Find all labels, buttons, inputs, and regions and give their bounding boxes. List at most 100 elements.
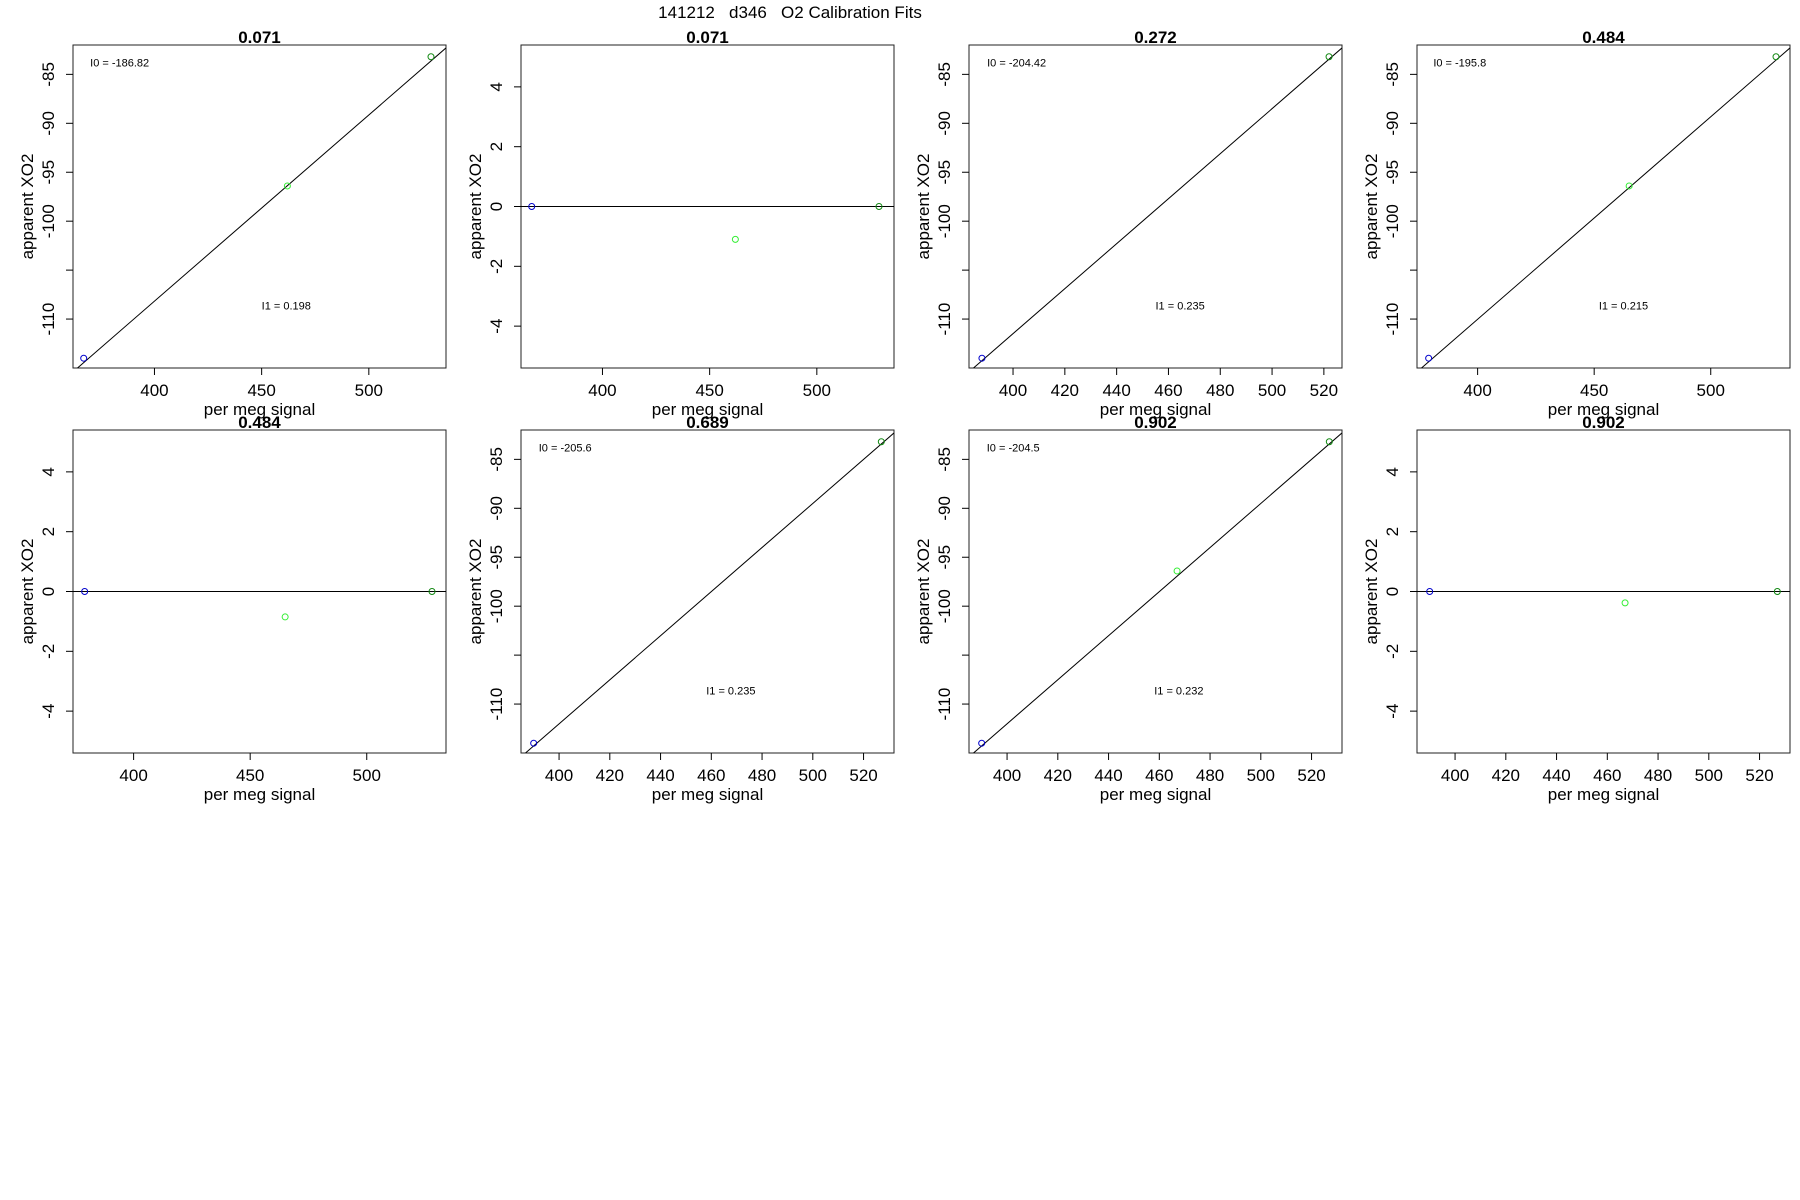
- fit-annotation: I1 = 0.198: [262, 300, 311, 312]
- y-tick-label: -110: [935, 303, 954, 336]
- chart-panel-5: 0.484 400 450 500 per meg signal 4 2 0 -2 -4 appar…: [18, 413, 447, 804]
- y-tick-label: -90: [935, 496, 954, 521]
- x-axis-label: per meg signal: [204, 400, 316, 419]
- y-tick-label: 0: [487, 202, 506, 211]
- fit-annotation: I1 = 0.215: [1599, 300, 1648, 312]
- panel-title: 0.484: [1582, 28, 1625, 47]
- y-axis-label: apparent XO2: [18, 539, 37, 645]
- fit-annotation: I0 = -186.82: [90, 58, 149, 70]
- panel-title: 0.689: [686, 413, 729, 432]
- x-axis-label: per meg signal: [652, 400, 764, 419]
- x-tick-label: 520: [1745, 766, 1773, 785]
- x-tick-label: 440: [1094, 766, 1122, 785]
- y-tick-label: -110: [1383, 303, 1402, 336]
- x-axis-label: per meg signal: [1100, 785, 1212, 804]
- x-axis-label: per meg signal: [204, 785, 316, 804]
- x-tick-label: 480: [1644, 766, 1672, 785]
- x-tick-label: 460: [1593, 766, 1621, 785]
- x-tick-label: 460: [1154, 381, 1182, 400]
- panel-title: 0.272: [1134, 28, 1177, 47]
- fit-annotation: I0 = -195.8: [1433, 58, 1486, 70]
- x-axis-label: per meg signal: [1100, 400, 1212, 419]
- y-tick-label: -100: [935, 204, 954, 238]
- data-point: [1173, 567, 1181, 575]
- y-tick-label: -110: [935, 688, 954, 721]
- y-tick-label: -95: [935, 545, 954, 570]
- x-tick-label: 420: [1492, 766, 1520, 785]
- y-tick-label: -100: [487, 589, 506, 623]
- x-axis-label: per meg signal: [1548, 785, 1660, 804]
- x-tick-label: 460: [1145, 766, 1173, 785]
- x-tick-label: 500: [799, 766, 827, 785]
- fit-line: [524, 432, 894, 753]
- chart-panel-6: 0.689 400 420 440 460 480 500 520 per meg signal…: [466, 413, 895, 804]
- fit-line: [972, 432, 1342, 753]
- panel-title: 0.484: [238, 413, 281, 432]
- y-tick-label: -2: [487, 259, 506, 274]
- fit-annotation: I0 = -204.5: [987, 443, 1040, 455]
- x-tick-label: 420: [1051, 381, 1079, 400]
- x-tick-label: 400: [1441, 766, 1469, 785]
- y-axis-label: apparent XO2: [1362, 539, 1381, 645]
- data-point: [1621, 599, 1629, 607]
- y-tick-label: -110: [487, 688, 506, 721]
- x-tick-label: 420: [1044, 766, 1072, 785]
- data-point: [1772, 53, 1780, 61]
- y-tick-label: -4: [487, 319, 506, 334]
- y-tick-label: -100: [1383, 204, 1402, 238]
- data-point: [978, 354, 986, 362]
- x-tick-label: 450: [695, 381, 723, 400]
- x-tick-label: 480: [1206, 381, 1234, 400]
- chart-panel-2: 0.071 400 450 500 per meg signal 4 2 0 -2 -4 appar…: [466, 28, 895, 419]
- y-tick-label: -95: [487, 545, 506, 570]
- chart-panel-7: 0.902 400 420 440 460 480 500 520 per meg signal…: [914, 413, 1343, 804]
- x-tick-label: 400: [545, 766, 573, 785]
- data-point: [528, 203, 536, 210]
- data-point: [427, 53, 435, 61]
- y-tick-label: -95: [935, 160, 954, 185]
- x-tick-label: 450: [236, 766, 264, 785]
- y-tick-label: -110: [39, 303, 58, 336]
- x-tick-label: 400: [999, 381, 1027, 400]
- y-tick-label: -85: [935, 447, 954, 472]
- plot-frame: [968, 429, 1343, 754]
- y-tick-label: -85: [935, 62, 954, 87]
- x-axis-label: per meg signal: [652, 785, 764, 804]
- x-tick-label: 450: [1580, 381, 1608, 400]
- x-tick-label: 420: [596, 766, 624, 785]
- x-axis-label: per meg signal: [1548, 400, 1660, 419]
- data-point: [1325, 53, 1333, 61]
- y-tick-label: -85: [1383, 62, 1402, 87]
- y-tick-label: -85: [39, 62, 58, 87]
- y-tick-label: 4: [39, 467, 58, 476]
- x-tick-label: 440: [1542, 766, 1570, 785]
- panel-title: 0.902: [1134, 413, 1177, 432]
- chart-panel-1: 0.071 400 450 500 per meg signal -85 -90 -95 -10…: [18, 28, 447, 419]
- data-point: [1426, 588, 1434, 595]
- plot-frame: [968, 44, 1343, 369]
- plot-frame: [72, 44, 447, 369]
- x-tick-label: 500: [353, 766, 381, 785]
- y-tick-label: 2: [39, 527, 58, 536]
- y-axis-label: apparent XO2: [914, 539, 933, 645]
- data-point: [877, 438, 885, 446]
- x-tick-label: 500: [1247, 766, 1275, 785]
- x-tick-label: 400: [119, 766, 147, 785]
- y-tick-label: -90: [1383, 111, 1402, 136]
- x-tick-label: 440: [1102, 381, 1130, 400]
- data-point: [530, 739, 538, 747]
- y-tick-label: -95: [39, 160, 58, 185]
- x-tick-label: 500: [1697, 381, 1725, 400]
- y-tick-label: -4: [39, 704, 58, 719]
- data-point: [731, 235, 739, 243]
- y-axis-label: apparent XO2: [466, 154, 485, 260]
- y-tick-label: 0: [1383, 587, 1402, 596]
- fit-line: [1420, 47, 1790, 368]
- y-axis-label: apparent XO2: [1362, 154, 1381, 260]
- y-tick-label: -2: [39, 644, 58, 659]
- y-axis-label: apparent XO2: [914, 154, 933, 260]
- data-point: [1325, 438, 1333, 446]
- x-tick-label: 500: [803, 381, 831, 400]
